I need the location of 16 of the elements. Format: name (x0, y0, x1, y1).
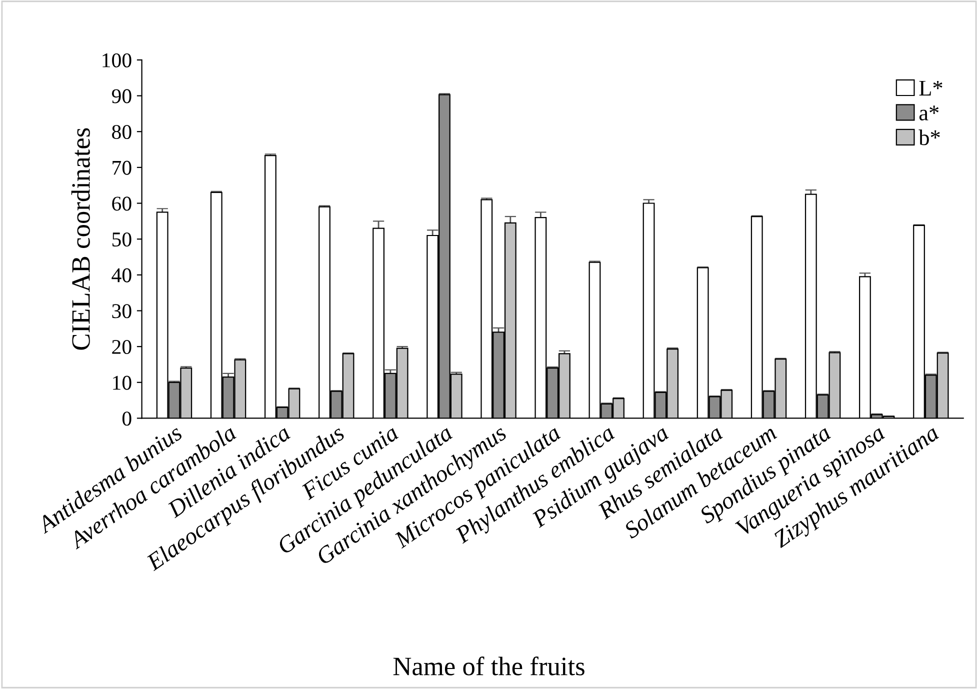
y-tick-label: 50 (112, 232, 132, 247)
legend-label: L* (919, 80, 942, 96)
y-axis-title: CIELAB coordinates (71, 128, 90, 350)
y-tick-label: 40 (112, 268, 132, 282)
y-tick-label: 30 (112, 304, 132, 318)
y-tick-label: 10 (113, 376, 132, 390)
y-tick-label: 20 (112, 340, 132, 354)
y-tick-label: 70 (112, 160, 132, 175)
y-tick-label: 100 (102, 53, 132, 68)
y-tick-label: 0 (122, 412, 132, 426)
legend-label: b* (918, 130, 940, 146)
x-axis-title: Name of the fruits (393, 656, 584, 676)
y-tick-label: 60 (112, 196, 132, 211)
y-tick-label: 90 (112, 89, 132, 104)
y-tick-label: 80 (112, 124, 132, 140)
legend-label: a* (919, 106, 939, 120)
